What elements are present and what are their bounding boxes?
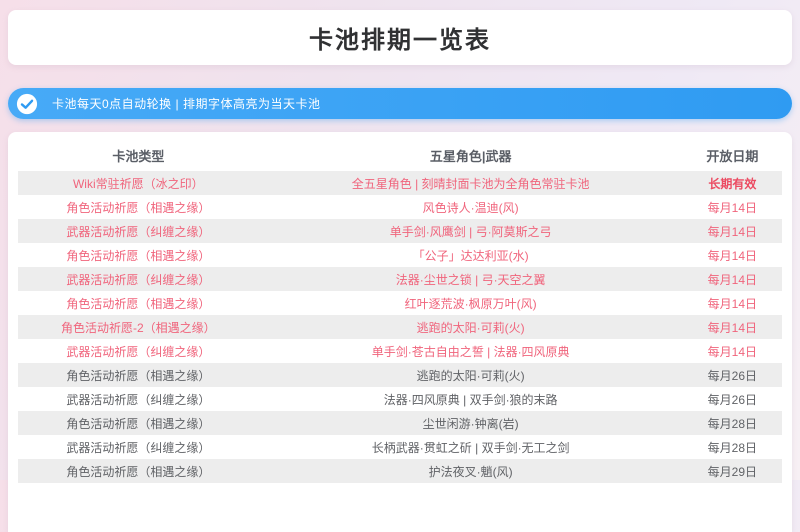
pool-date-cell: 每月14日 [707, 272, 758, 287]
table-row: 武器活动祈愿（纠缠之缘） 长柄武器·贯虹之斫 | 双手剑·无工之剑 每月28日 [18, 435, 782, 459]
pool-date-cell: 每月29日 [707, 464, 758, 479]
pool-items-cell: 「公子」达达利亚(水) [412, 248, 529, 263]
pool-date-cell: 每月28日 [707, 416, 758, 431]
page-title: 卡池排期一览表 [309, 27, 491, 54]
pool-type-cell: 武器活动祈愿（纠缠之缘） [66, 344, 211, 359]
pool-items-cell: 护法夜叉·魈(风) [428, 464, 513, 479]
table-body: Wiki常驻祈愿（冰之印） 全五星角色 | 刻晴封面卡池为全角色常驻卡池 长期有… [18, 171, 782, 483]
pool-items-cell: 单手剑·风鹰剑 | 弓·阿莫斯之弓 [389, 224, 552, 239]
pool-date-cell: 每月14日 [707, 200, 758, 215]
pool-type-cell: 角色活动祈愿（相遇之缘） [66, 296, 211, 311]
column-header-items: 五星角色|武器 [429, 149, 512, 164]
table-row: 角色活动祈愿（相遇之缘） 风色诗人·温迪(风) 每月14日 [18, 195, 782, 219]
pool-items-cell: 单手剑·苍古自由之誓 | 法器·四风原典 [371, 344, 570, 359]
pool-date-cell: 每月14日 [707, 248, 758, 263]
pool-items-cell: 风色诗人·温迪(风) [422, 200, 519, 215]
table-row: 角色活动祈愿（相遇之缘） 「公子」达达利亚(水) 每月14日 [18, 243, 782, 267]
pool-items-cell: 全五星角色 | 刻晴封面卡池为全角色常驻卡池 [351, 176, 590, 191]
table-row: 角色活动祈愿（相遇之缘） 尘世闲游·钟离(岩) 每月28日 [18, 411, 782, 435]
pool-date-cell: 长期有效 [708, 176, 757, 191]
table-row: Wiki常驻祈愿（冰之印） 全五星角色 | 刻晴封面卡池为全角色常驻卡池 长期有… [18, 171, 782, 195]
pool-date-cell: 每月14日 [707, 344, 758, 359]
pool-type-cell: Wiki常驻祈愿（冰之印） [72, 176, 204, 191]
pool-items-cell: 红叶逐荒波·枫原万叶(风) [404, 296, 537, 311]
column-header-date: 开放日期 [706, 149, 759, 164]
table-row: 角色活动祈愿（相遇之缘） 逃跑的太阳·可莉(火) 每月26日 [18, 363, 782, 387]
table-header-row: 卡池类型 五星角色|武器 开放日期 [18, 140, 782, 171]
pool-items-cell: 法器·四风原典 | 双手剑·狼的末路 [383, 392, 558, 407]
table-row: 武器活动祈愿（纠缠之缘） 单手剑·苍古自由之誓 | 法器·四风原典 每月14日 [18, 339, 782, 363]
table-row: 角色活动祈愿（相遇之缘） 护法夜叉·魈(风) 每月29日 [18, 459, 782, 483]
pool-date-cell: 每月28日 [707, 440, 758, 455]
pool-type-cell: 角色活动祈愿（相遇之缘） [66, 464, 211, 479]
notice-text: 卡池每天0点自动轮换 | 排期字体高亮为当天卡池 [52, 97, 321, 111]
pool-type-cell: 武器活动祈愿（纠缠之缘） [66, 224, 211, 239]
pool-type-cell: 武器活动祈愿（纠缠之缘） [66, 272, 211, 287]
table-row: 武器活动祈愿（纠缠之缘） 单手剑·风鹰剑 | 弓·阿莫斯之弓 每月14日 [18, 219, 782, 243]
column-header-pool-type: 卡池类型 [112, 149, 165, 164]
page-title-card: 卡池排期一览表 [8, 10, 792, 65]
pool-items-cell: 逃跑的太阳·可莉(火) [416, 368, 525, 383]
pool-type-cell: 武器活动祈愿（纠缠之缘） [66, 440, 211, 455]
pool-type-cell: 角色活动祈愿（相遇之缘） [66, 248, 211, 263]
pool-date-cell: 每月14日 [707, 224, 758, 239]
table-row: 武器活动祈愿（纠缠之缘） 法器·四风原典 | 双手剑·狼的末路 每月26日 [18, 387, 782, 411]
table-row: 角色活动祈愿（相遇之缘） 红叶逐荒波·枫原万叶(风) 每月14日 [18, 291, 782, 315]
notice-bar: 卡池每天0点自动轮换 | 排期字体高亮为当天卡池 [8, 88, 792, 119]
table-row: 角色活动祈愿-2（相遇之缘） 逃跑的太阳·可莉(火) 每月14日 [18, 315, 782, 339]
pool-date-cell: 每月26日 [707, 392, 758, 407]
pool-items-cell: 法器·尘世之锁 | 弓·天空之翼 [395, 272, 546, 287]
pool-items-cell: 逃跑的太阳·可莉(火) [416, 320, 525, 335]
pool-date-cell: 每月14日 [707, 296, 758, 311]
pool-type-cell: 角色活动祈愿（相遇之缘） [66, 416, 211, 431]
pool-type-cell: 角色活动祈愿（相遇之缘） [66, 368, 211, 383]
pool-type-cell: 角色活动祈愿（相遇之缘） [66, 200, 211, 215]
pool-type-cell: 角色活动祈愿-2（相遇之缘） [60, 320, 216, 335]
pool-items-cell: 尘世闲游·钟离(岩) [422, 416, 519, 431]
table-row: 武器活动祈愿（纠缠之缘） 法器·尘世之锁 | 弓·天空之翼 每月14日 [18, 267, 782, 291]
check-circle-icon [16, 93, 38, 115]
pool-items-cell: 长柄武器·贯虹之斫 | 双手剑·无工之剑 [371, 440, 570, 455]
pool-type-cell: 武器活动祈愿（纠缠之缘） [66, 392, 211, 407]
pool-date-cell: 每月26日 [707, 368, 758, 383]
schedule-table: 卡池类型 五星角色|武器 开放日期 Wiki常驻祈愿（冰之印） 全五星角色 | … [8, 132, 792, 532]
pool-date-cell: 每月14日 [707, 320, 758, 335]
